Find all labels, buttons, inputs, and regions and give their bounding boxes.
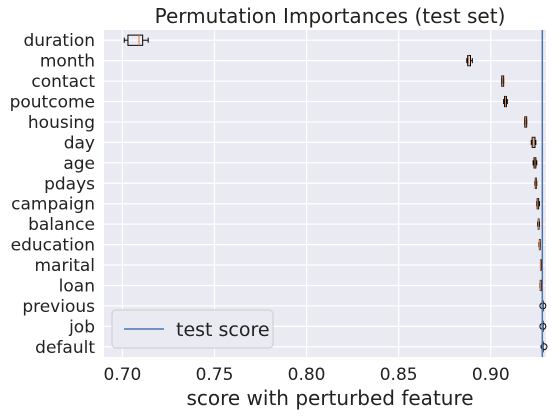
plot-area xyxy=(104,30,546,357)
box-education xyxy=(538,238,541,251)
legend: test score xyxy=(111,309,274,349)
y-tick-label-contact: contact xyxy=(31,72,95,92)
y-tick-label-duration: duration xyxy=(23,31,95,51)
y-tick-label-previous: previous xyxy=(22,297,95,317)
y-tick-label-job: job xyxy=(68,317,95,337)
legend-entry-test-score: test score xyxy=(176,319,270,341)
box-poutcome xyxy=(503,95,508,108)
x-tick-label: 0.70 xyxy=(103,365,141,385)
grid-lines xyxy=(104,30,546,357)
y-tick-label-pdays: pdays xyxy=(44,174,95,194)
y-tick-label-month: month xyxy=(40,52,95,72)
y-tick-label-default: default xyxy=(35,338,95,358)
box-day xyxy=(530,136,537,149)
box-age xyxy=(532,157,538,169)
box-balance xyxy=(537,218,541,230)
y-tick-label-marital: marital xyxy=(35,256,96,276)
y-tick-label-balance: balance xyxy=(28,215,95,235)
x-tick-label: 0.90 xyxy=(472,365,510,385)
y-tick-label-housing: housing xyxy=(28,113,95,133)
y-tick-label-campaign: campaign xyxy=(11,195,95,215)
y-tick-labels: durationmonthcontactpoutcomehousingdayag… xyxy=(10,31,96,358)
chart-title: Permutation Importances (test set) xyxy=(155,4,506,28)
box-housing xyxy=(524,116,528,128)
box-iqr xyxy=(127,34,144,46)
x-axis-label: score with perturbed feature xyxy=(186,386,473,410)
box-pdays xyxy=(534,177,538,189)
box-marital xyxy=(539,259,542,271)
legend-box xyxy=(111,309,274,349)
y-tick-label-day: day xyxy=(64,133,95,153)
x-tick-label: 0.75 xyxy=(196,365,234,385)
y-tick-label-education: education xyxy=(11,236,95,256)
y-tick-label-loan: loan xyxy=(59,276,95,296)
box-contact xyxy=(501,75,505,87)
outlier-point xyxy=(540,343,548,351)
box-month xyxy=(466,55,473,67)
x-tick-label: 0.80 xyxy=(288,365,326,385)
box-loan xyxy=(539,279,542,292)
box-duration xyxy=(123,34,149,46)
x-tick-labels: 0.70 0.75 0.80 0.85 0.90 xyxy=(103,365,509,385)
y-tick-label-age: age xyxy=(63,154,95,174)
box-campaign xyxy=(536,198,541,210)
y-tick-label-poutcome: poutcome xyxy=(10,93,95,113)
x-tick-label: 0.85 xyxy=(380,365,418,385)
